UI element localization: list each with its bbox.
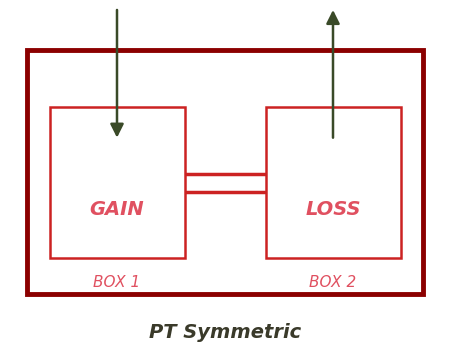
Bar xyxy=(266,107,400,258)
Text: LOSS: LOSS xyxy=(305,200,361,219)
Bar xyxy=(27,50,423,294)
Text: PT Symmetric: PT Symmetric xyxy=(149,323,301,343)
Text: BOX 2: BOX 2 xyxy=(310,275,356,290)
Text: GAIN: GAIN xyxy=(90,200,144,219)
Bar xyxy=(50,107,184,258)
Text: BOX 1: BOX 1 xyxy=(94,275,140,290)
